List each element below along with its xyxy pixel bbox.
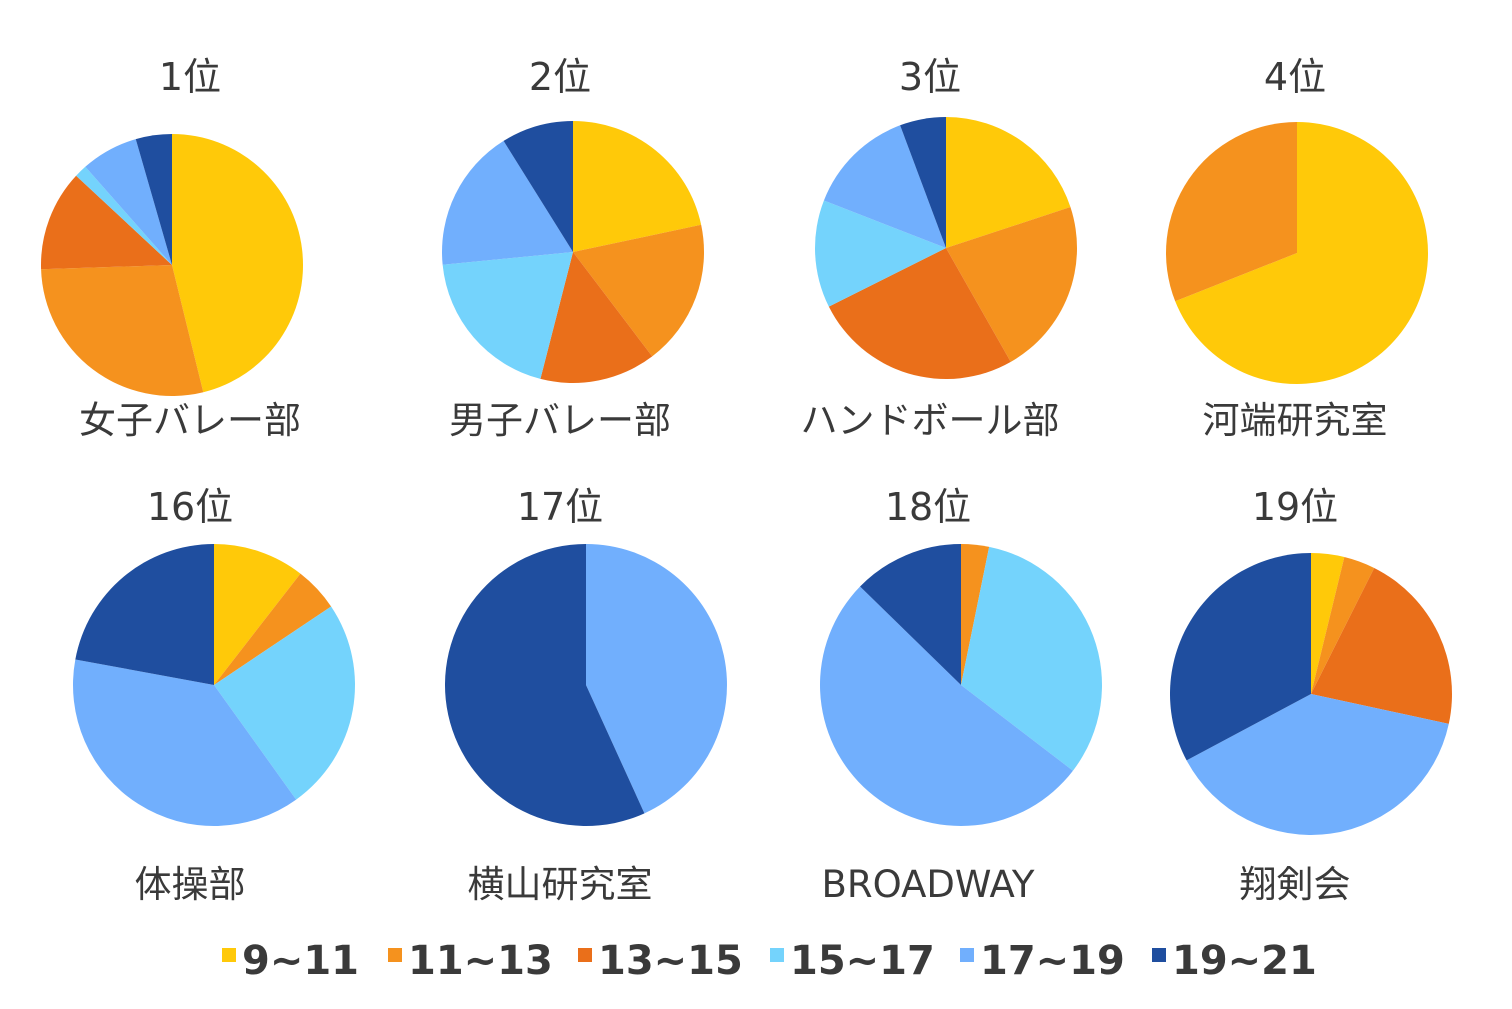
- legend-swatch: [578, 948, 592, 962]
- pie-slice-11~13: [573, 224, 705, 357]
- chart-rank-title: 16位: [146, 485, 234, 529]
- pie-chart: [41, 134, 304, 397]
- legend-label: 15~17: [790, 938, 935, 984]
- pie-slice-11~13: [41, 265, 204, 397]
- legend-label: 11~13: [408, 938, 553, 984]
- pie-slice-11~13: [946, 207, 1078, 362]
- pie-slice-17~19: [586, 544, 727, 814]
- pie-slice-17~19: [72, 659, 297, 827]
- chart-rank-title: 3位: [898, 55, 962, 99]
- pie-slice-19~21: [135, 134, 172, 265]
- legend-item: 13~15: [578, 936, 743, 986]
- chart-rank-title: 2位: [528, 55, 592, 99]
- pie-slice-19~21: [503, 121, 573, 252]
- pie-slice-17~19: [85, 139, 172, 265]
- chart-rank-title: 18位: [884, 485, 972, 529]
- chart-name-label: ハンドボール部: [800, 399, 1060, 442]
- pie-chart: [820, 544, 1102, 826]
- pie-slice-19~21: [860, 544, 961, 685]
- legend-swatch: [770, 948, 784, 962]
- legend-item: 15~17: [770, 936, 935, 986]
- chart-legend: 9~11 11~13 13~15 15~17 17~19 19~21: [0, 936, 1512, 986]
- pie-chart: [72, 544, 355, 827]
- pie-slice-19~21: [444, 544, 645, 826]
- chart-name-label: 翔剣会: [1239, 863, 1351, 906]
- pie-slice-11~13: [1311, 557, 1375, 694]
- pie-slice-17~19: [1186, 694, 1449, 835]
- chart-name-label: 体操部: [134, 863, 246, 906]
- pie-slice-9~11: [946, 117, 1071, 248]
- pie-slice-13~15: [540, 252, 653, 383]
- legend-swatch: [960, 948, 974, 962]
- pie-slice-15~17: [76, 166, 172, 265]
- pie-slice-11~13: [961, 544, 990, 685]
- chart-rank-title: 17位: [516, 485, 604, 529]
- pie-slice-11~13: [214, 573, 332, 685]
- pie-chart: [444, 544, 727, 826]
- pie-slice-11~13: [1166, 122, 1297, 302]
- chart-rank-title: 19位: [1251, 485, 1339, 529]
- pie-slice-9~11: [172, 134, 304, 393]
- legend-swatch: [388, 948, 402, 962]
- legend-swatch: [1152, 948, 1166, 962]
- pie-slice-15~17: [214, 606, 355, 800]
- legend-item: 9~11: [222, 936, 359, 986]
- legend-label: 19~21: [1172, 938, 1317, 984]
- pie-chart: [442, 121, 705, 383]
- legend-item: 17~19: [960, 936, 1125, 986]
- pie-slice-17~19: [823, 125, 946, 248]
- legend-label: 13~15: [598, 938, 743, 984]
- pie-slice-13~15: [828, 248, 1011, 379]
- chart-name-label: 女子バレー部: [79, 399, 301, 442]
- legend-label: 9~11: [242, 938, 360, 984]
- legend-item: 11~13: [388, 936, 553, 986]
- chart-name-label: 河端研究室: [1202, 399, 1388, 442]
- pie-slice-9~11: [214, 544, 301, 685]
- legend-label: 17~19: [980, 938, 1125, 984]
- pie-slice-15~17: [961, 546, 1102, 771]
- chart-rank-title: 4位: [1263, 55, 1327, 99]
- pie-slice-17~19: [820, 586, 1073, 826]
- pie-slice-19~21: [75, 544, 214, 685]
- pie-slice-13~15: [41, 175, 172, 270]
- pie-slice-13~15: [1311, 567, 1452, 724]
- pie-chart: [1170, 553, 1452, 835]
- chart-name-label: BROADWAY: [821, 863, 1035, 906]
- legend-item: 19~21: [1152, 936, 1317, 986]
- chart-name-label: 男子バレー部: [449, 399, 671, 442]
- pie-slice-9~11: [1311, 553, 1345, 694]
- legend-swatch: [222, 948, 236, 962]
- pie-slice-15~17: [442, 252, 573, 379]
- pie-chart: [1166, 122, 1429, 384]
- pie-chart: [815, 117, 1078, 379]
- pie-slice-17~19: [442, 140, 573, 265]
- pie-slice-19~21: [1170, 553, 1311, 761]
- pie-slice-15~17: [815, 200, 946, 307]
- pie-slice-9~11: [1175, 122, 1429, 384]
- chart-rank-title: 1位: [158, 55, 222, 99]
- pie-slice-9~11: [573, 121, 702, 252]
- pie-slice-19~21: [900, 117, 946, 248]
- chart-name-label: 横山研究室: [467, 863, 653, 906]
